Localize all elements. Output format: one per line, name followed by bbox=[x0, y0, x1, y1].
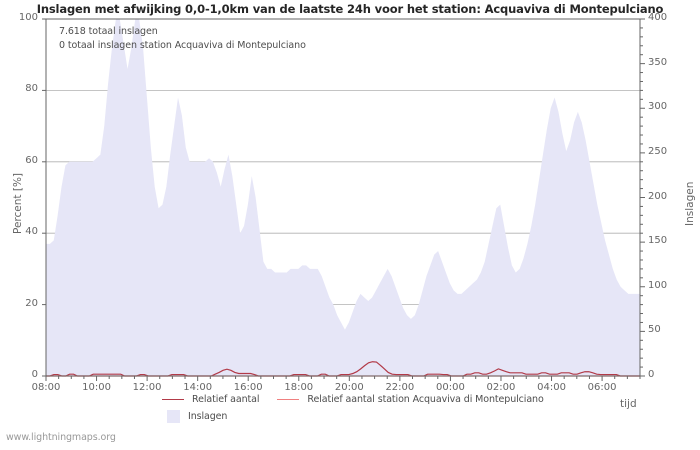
y-axis-left-tick-label: 20 bbox=[25, 297, 38, 309]
watermark: www.lightningmaps.org bbox=[6, 432, 116, 443]
x-axis-tick-label: 18:00 bbox=[284, 382, 314, 393]
y-axis-right-tick-label: 200 bbox=[648, 190, 668, 202]
legend-line-swatch bbox=[277, 399, 300, 400]
legend-entry-inslagen: Inslagen bbox=[162, 410, 227, 423]
legend-entry-relatief-aantal-station: Relatief aantal station Acquaviva di Mon… bbox=[277, 394, 544, 405]
x-axis-tick-label: 02:00 bbox=[486, 382, 516, 393]
y-axis-left-tick-label: 40 bbox=[25, 226, 38, 238]
x-axis-tick-label: 04:00 bbox=[537, 382, 566, 393]
y-axis-right-tick-label: 50 bbox=[648, 324, 661, 336]
annotation-station-strikes: 0 totaal inslagen station Acquaviva di M… bbox=[59, 40, 306, 51]
x-axis-tick-label: 22:00 bbox=[385, 382, 415, 393]
legend-line-swatch bbox=[162, 399, 184, 400]
legend-row-primary: Relatief aantal Relatief aantal station … bbox=[162, 394, 562, 405]
x-axis-tick-label: 10:00 bbox=[82, 382, 111, 393]
y-axis-left-tick-label: 80 bbox=[25, 83, 38, 95]
x-axis-tick-label: 06:00 bbox=[587, 382, 617, 393]
x-axis-tick-label: 00:00 bbox=[436, 382, 465, 393]
y-axis-right-tick-label: 350 bbox=[648, 56, 668, 68]
annotation-total-strikes: 7.618 totaal inslagen bbox=[59, 26, 158, 37]
x-axis-tick-label: 08:00 bbox=[31, 382, 61, 393]
legend-box-swatch bbox=[167, 410, 180, 423]
y-axis-left-tick-label: 100 bbox=[18, 12, 38, 23]
chart-legend: Relatief aantal Relatief aantal station … bbox=[0, 394, 700, 428]
x-axis-title: tijd bbox=[620, 398, 637, 410]
y-axis-right-title: Inslagen bbox=[684, 181, 696, 226]
x-axis-tick-label: 14:00 bbox=[183, 382, 213, 393]
y-axis-left-tick-label: 60 bbox=[25, 154, 38, 166]
y-axis-left-tick-label: 0 bbox=[31, 369, 38, 380]
chart-title: Inslagen met afwijking 0,0-1,0km van de … bbox=[36, 2, 664, 16]
y-axis-right-tick-label: 400 bbox=[648, 12, 668, 23]
legend-row-secondary: Inslagen bbox=[162, 410, 245, 423]
y-axis-right-tick-label: 150 bbox=[648, 235, 668, 247]
y-axis-right-tick-label: 100 bbox=[648, 279, 668, 291]
x-axis-tick-label: 12:00 bbox=[132, 382, 162, 393]
y-axis-left-title: Percent [%] bbox=[12, 172, 24, 234]
legend-label: Relatief aantal bbox=[192, 394, 260, 405]
y-axis-right-tick-label: 250 bbox=[648, 145, 668, 157]
y-axis-right-tick-label: 300 bbox=[648, 101, 668, 113]
x-axis-tick-label: 20:00 bbox=[334, 382, 364, 393]
x-axis-tick-label: 16:00 bbox=[233, 382, 263, 393]
legend-label: Relatief aantal station Acquaviva di Mon… bbox=[307, 394, 544, 405]
y-axis-right-tick-label: 0 bbox=[648, 369, 655, 380]
legend-entry-relatief-aantal: Relatief aantal bbox=[162, 394, 260, 405]
legend-label: Inslagen bbox=[188, 411, 228, 422]
